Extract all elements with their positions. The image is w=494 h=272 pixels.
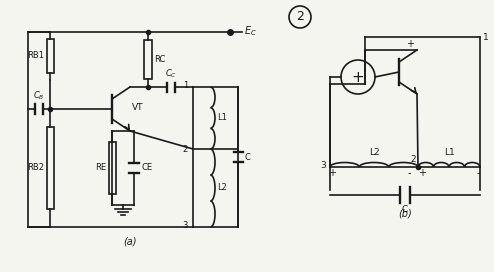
Text: C: C (402, 205, 408, 214)
Text: 1: 1 (483, 32, 489, 42)
Text: RB2: RB2 (28, 163, 44, 172)
Text: L1: L1 (444, 148, 454, 157)
Text: 3: 3 (183, 221, 188, 230)
Text: 2: 2 (183, 144, 188, 153)
Text: 2: 2 (411, 155, 416, 164)
Text: 2: 2 (296, 11, 304, 23)
Text: -: - (407, 168, 411, 178)
Text: C: C (245, 153, 250, 162)
Text: L2: L2 (217, 184, 227, 193)
Text: (a): (a) (123, 236, 137, 246)
Text: $C_B$: $C_B$ (33, 89, 45, 102)
Text: RB1: RB1 (28, 51, 44, 60)
Text: -: - (476, 168, 480, 178)
Text: +: + (328, 168, 336, 178)
Text: $C_C$: $C_C$ (165, 68, 176, 81)
Text: VT: VT (132, 103, 143, 112)
Text: RE: RE (95, 163, 107, 172)
Text: +: + (418, 168, 426, 178)
Bar (109, 142, 116, 194)
Text: 1: 1 (183, 82, 188, 91)
Bar (46, 39, 53, 73)
Text: CE: CE (141, 163, 152, 172)
Bar (46, 127, 53, 209)
Text: +: + (352, 70, 365, 85)
Text: (b): (b) (398, 209, 412, 219)
Text: $E_C$: $E_C$ (244, 24, 257, 38)
Text: L2: L2 (369, 148, 379, 157)
Text: RC: RC (154, 55, 165, 64)
Bar (144, 40, 152, 79)
Text: +: + (406, 39, 414, 49)
Text: L1: L1 (217, 113, 227, 122)
Text: 3: 3 (320, 160, 326, 169)
